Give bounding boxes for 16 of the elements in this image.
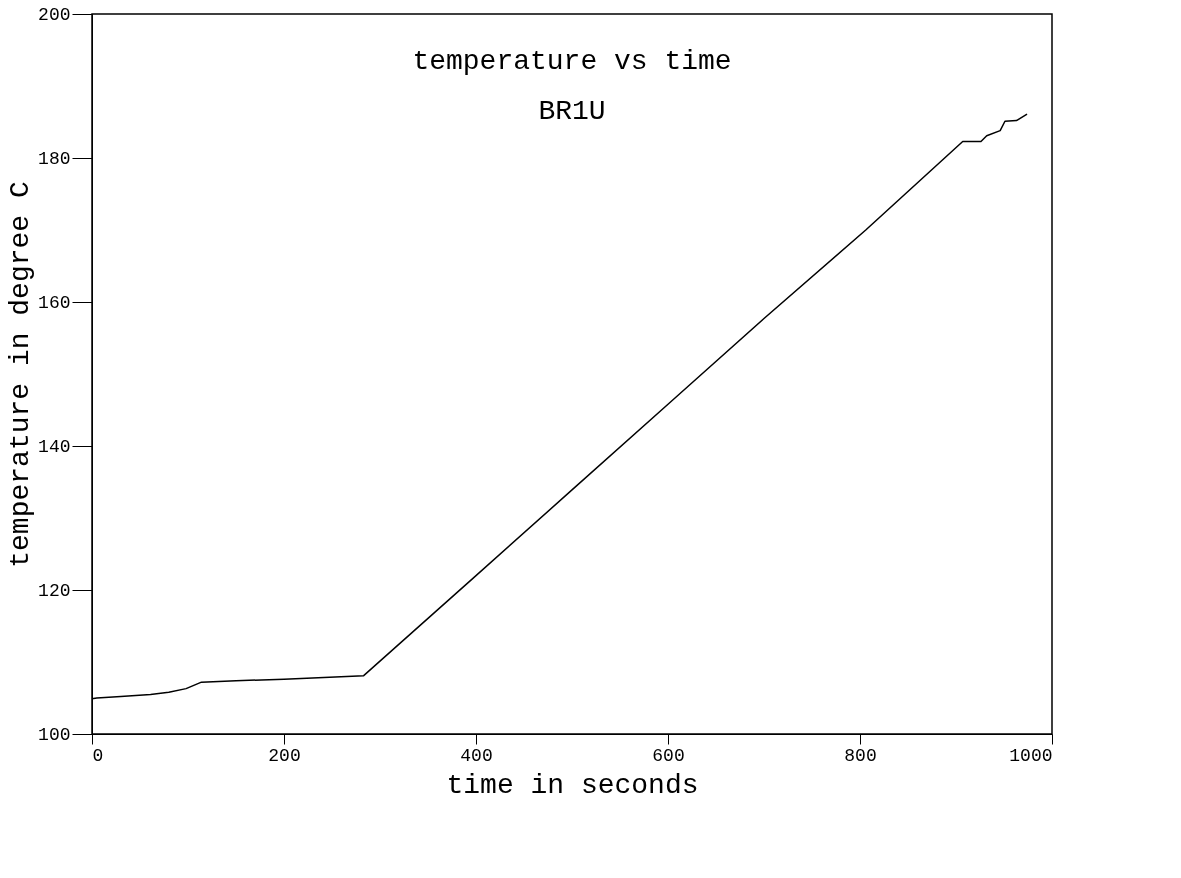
x-tick-label: 200 <box>268 745 301 766</box>
x-tick-label: 1000 <box>1009 745 1053 766</box>
y-tick-label: 160 <box>38 292 71 313</box>
y-axis-title: temperature in degree C <box>5 181 37 568</box>
x-tick-label: 400 <box>460 745 493 766</box>
text: BR1U <box>538 96 606 127</box>
y-tick-label: 180 <box>38 148 71 169</box>
x-tick-label: 800 <box>844 745 877 766</box>
y-tick-label: 120 <box>38 580 71 601</box>
text: temperature vs time <box>412 46 732 77</box>
x-tick-label: 600 <box>652 745 685 766</box>
x-tick-label: 0 <box>92 745 104 766</box>
y-tick-label: 100 <box>38 724 71 745</box>
x-axis-title: time in seconds <box>446 769 699 801</box>
y-tick-label: 200 <box>38 4 71 25</box>
y-tick-label: 140 <box>38 436 71 457</box>
